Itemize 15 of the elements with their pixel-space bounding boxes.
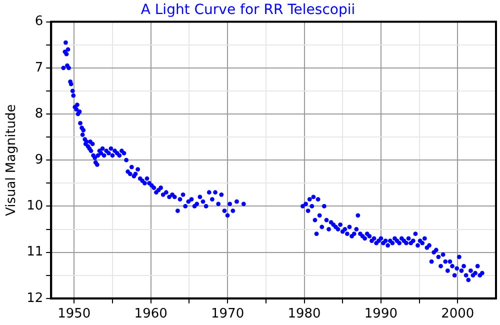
x-tick-label: 1990 (364, 306, 398, 322)
x-tick-label: 1960 (134, 306, 168, 322)
y-tick-label: 7 (34, 60, 44, 76)
y-tick-label: 8 (34, 106, 44, 122)
y-tick-label: 11 (26, 244, 44, 260)
x-tick-label: 2000 (441, 306, 474, 322)
y-tick-label: 9 (34, 152, 44, 168)
chart-title: A Light Curve for RR Telescopii (140, 2, 356, 18)
y-tick-label: 6 (34, 14, 44, 30)
y-axis-title: Visual Magnitude (4, 104, 20, 216)
y-tick-label: 12 (26, 290, 44, 306)
x-tick-label: 1970 (211, 306, 244, 322)
y-tick-label: 10 (26, 198, 44, 214)
x-tick-label: 1950 (58, 306, 91, 322)
x-tick-label: 1980 (288, 306, 321, 322)
